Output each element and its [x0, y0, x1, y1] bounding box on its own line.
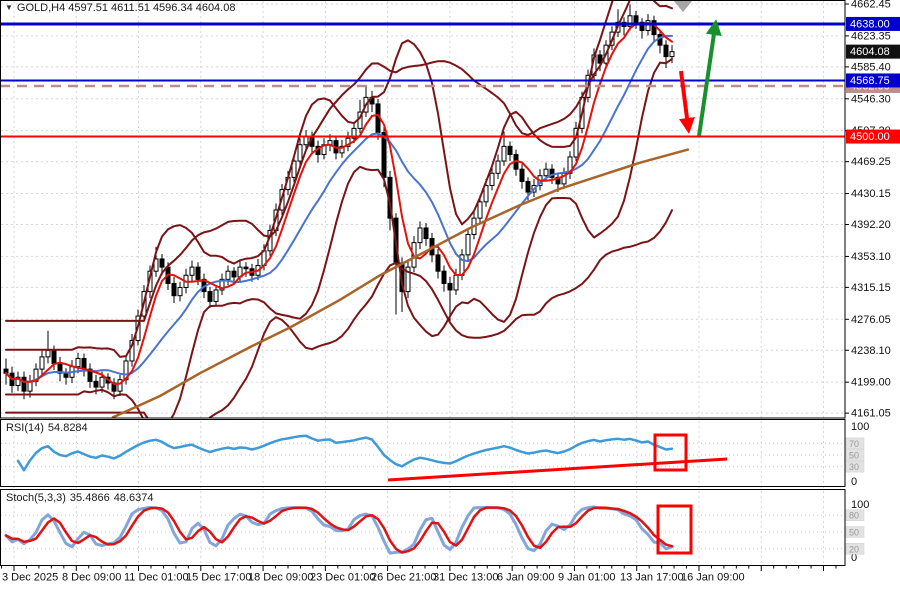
ohlc-open: 4597.51 — [68, 2, 108, 14]
up-scenario-arrow[interactable] — [697, 19, 722, 137]
time-axis-label: 31 Dec 13:00 — [433, 572, 498, 584]
rsi-trendline[interactable] — [387, 457, 728, 482]
stoch-highlight-box[interactable] — [656, 504, 693, 555]
mid-price-badge-text: 4568.75 — [850, 75, 890, 87]
time-axis-label: 23 Dec 01:00 — [310, 572, 375, 584]
current-price-badge-text: 4604.08 — [850, 46, 890, 58]
price-axis-label: 4469.25 — [851, 156, 891, 168]
time-axis-label: 3 Dec 2025 — [2, 572, 58, 584]
scenario-arrows — [673, 0, 722, 137]
price-axis-label: 4353.10 — [851, 251, 891, 263]
rsi-highlight-box[interactable] — [653, 433, 688, 472]
price-axis-label: 4161.05 — [851, 408, 891, 420]
rsi-axis-100: 100 — [851, 421, 869, 433]
stoch-level-50-text: 50 — [849, 528, 859, 538]
time-axis-label: 9 Jan 01:00 — [558, 572, 616, 584]
chart-shift-marker-icon[interactable] — [673, 0, 693, 12]
price-axis-label: 4199.00 — [851, 377, 891, 389]
time-axis-label: 16 Jan 09:00 — [681, 572, 745, 584]
rsi-indicator-label: RSI(14) 54.8284 — [6, 422, 92, 434]
price-axis-label: 4315.15 — [851, 282, 891, 294]
stoch-axis-0: 0 — [851, 552, 857, 564]
rsi-pane — [16, 434, 674, 472]
stoch-main-value: 35.4866 — [69, 492, 110, 504]
price-axis-label: 4662.45 — [851, 0, 891, 11]
price-axis-label: 4276.05 — [851, 314, 891, 326]
level-lines — [0, 22, 845, 138]
ohlc-close: 4604.08 — [195, 2, 236, 14]
stoch-signal-value: 48.6374 — [113, 492, 154, 504]
long-term-ma-line — [111, 148, 690, 418]
rsi-level-50-text: 50 — [849, 451, 859, 461]
grid — [1, 1, 845, 566]
rsi-level-70-text: 70 — [849, 439, 859, 449]
rsi-value: 54.8284 — [47, 422, 88, 434]
time-axis-label: 13 Jan 17:00 — [620, 572, 684, 584]
rsi-line — [16, 434, 674, 472]
price-axis-label: 4392.20 — [851, 219, 891, 231]
support-price-badge[interactable]: 4500.00 — [846, 129, 900, 144]
time-axis-label: 18 Dec 09:00 — [248, 572, 313, 584]
stoch-name: Stoch(5,3,3) — [6, 492, 66, 504]
time-axis-label: 15 Dec 17:00 — [186, 572, 251, 584]
price-axis-label: 4430.15 — [851, 188, 891, 200]
rsi-name: RSI(14) — [6, 422, 44, 434]
ohlc-high: 4611.51 — [110, 2, 150, 14]
stoch-level-20-text: 20 — [849, 544, 859, 554]
pane-borders — [0, 0, 846, 566]
time-axis-label: 11 Dec 01:00 — [124, 572, 189, 584]
current-price-badge[interactable]: 4604.08 — [846, 44, 900, 59]
chart-header: ▼ GOLD,H4 4597.51 4611.51 4596.34 4604.08 — [5, 2, 238, 14]
ohlc-low: 4596.34 — [152, 2, 193, 14]
moving-averages — [5, 22, 690, 418]
stoch-axis-100: 100 — [851, 499, 869, 511]
mid-price-badge[interactable]: 4568.75 — [846, 73, 900, 88]
stoch-pane — [4, 505, 674, 555]
rsi-level-30-text: 30 — [849, 462, 859, 472]
stoch-level-50: 50 — [845, 526, 865, 538]
rsi-axis-0: 0 — [851, 476, 857, 488]
rsi-level-30: 30 — [845, 460, 865, 473]
stoch-main-line — [4, 505, 674, 555]
rsi-level-50: 50 — [845, 449, 865, 461]
price-axis-label: 4546.30 — [851, 93, 891, 105]
time-axis-label: 8 Dec 09:00 — [62, 572, 121, 584]
collapse-ohlc-icon[interactable]: ▼ — [5, 3, 13, 12]
rsi-level-70: 70 — [845, 437, 865, 450]
resistance-price-badge[interactable]: 4638.00 — [846, 16, 900, 31]
down-scenario-arrow[interactable] — [679, 70, 695, 134]
stoch-level-80-text: 80 — [849, 511, 859, 521]
support-price-badge-text: 4500.00 — [850, 131, 890, 143]
symbol-period-label: GOLD,H4 — [16, 2, 66, 14]
bollinger-bands — [5, 1, 673, 418]
time-axis-label: 26 Dec 21:00 — [371, 572, 436, 584]
price-axis-label: 4238.10 — [851, 345, 891, 357]
stoch-indicator-label: Stoch(5,3,3) 35.4866 48.6374 — [6, 492, 157, 504]
price-axis-label: 4585.40 — [851, 61, 891, 73]
stoch-signal-line — [4, 506, 674, 554]
stoch-level-20: 20 — [845, 543, 865, 555]
time-axis-label: 6 Jan 09:00 — [497, 572, 555, 584]
resistance-price-badge-text: 4638.00 — [850, 18, 890, 30]
price-axis: 4662.454623.354585.404546.304507.204469.… — [845, 0, 900, 564]
stoch-level-80: 80 — [845, 509, 865, 521]
price-axis-label: 4623.35 — [851, 30, 891, 42]
